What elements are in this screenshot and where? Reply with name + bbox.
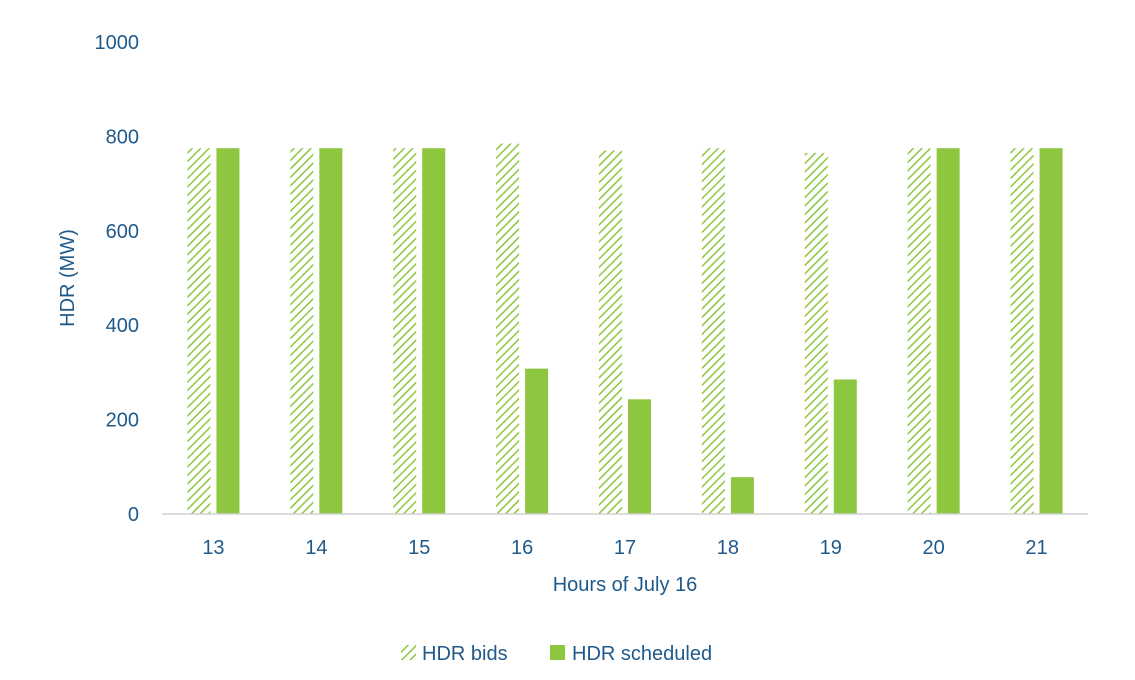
legend-label-hdr-scheduled: HDR scheduled [572, 643, 712, 665]
y-tick-label: 0 [128, 504, 139, 526]
bar-hdr-scheduled [730, 477, 754, 514]
bar-hdr-scheduled [1039, 148, 1063, 514]
y-tick-label: 1000 [95, 32, 140, 54]
legend-label-hdr-bids: HDR bids [422, 643, 508, 665]
x-axis-title: Hours of July 16 [553, 574, 698, 596]
x-tick-label: 15 [408, 537, 430, 559]
x-tick-label: 17 [614, 537, 636, 559]
bar-hdr-scheduled [216, 148, 240, 514]
x-tick-label: 14 [305, 537, 327, 559]
legend-swatch-hdr-bids [401, 645, 416, 660]
x-tick-label: 20 [923, 537, 945, 559]
y-tick-label: 200 [106, 410, 139, 432]
legend-swatch-hdr-scheduled [550, 645, 565, 660]
bar-hdr-scheduled [422, 148, 446, 514]
y-tick-label: 400 [106, 315, 139, 337]
x-tick-label: 16 [511, 537, 533, 559]
bar-hdr-bids [804, 152, 828, 515]
bar-hdr-scheduled [833, 379, 857, 514]
x-tick-label: 19 [820, 537, 842, 559]
x-tick-label: 13 [202, 537, 224, 559]
bars [187, 143, 1063, 515]
bar-hdr-scheduled [319, 148, 343, 514]
bar-hdr-bids [393, 148, 417, 514]
bar-hdr-bids [599, 150, 622, 514]
x-tick-label: 21 [1025, 537, 1047, 559]
bar-hdr-scheduled [525, 368, 549, 514]
legend: HDR bids HDR scheduled [401, 643, 712, 665]
bar-hdr-scheduled [628, 399, 651, 514]
y-tick-label: 800 [106, 126, 139, 148]
bar-hdr-bids [1010, 148, 1034, 514]
bar-hdr-bids [290, 148, 314, 514]
y-axis-ticks: 0 200 400 600 800 1000 [95, 32, 140, 526]
y-tick-label: 600 [106, 221, 139, 243]
bar-hdr-bids [496, 143, 520, 515]
bar-hdr-bids [701, 148, 725, 514]
y-axis-title: HDR (MW) [57, 229, 79, 327]
bar-hdr-scheduled [936, 148, 960, 514]
bar-hdr-bids [907, 148, 931, 514]
x-axis-ticks: 13 14 15 16 17 18 19 20 21 [202, 537, 1047, 559]
x-tick-label: 18 [717, 537, 739, 559]
bar-hdr-bids [187, 148, 211, 514]
